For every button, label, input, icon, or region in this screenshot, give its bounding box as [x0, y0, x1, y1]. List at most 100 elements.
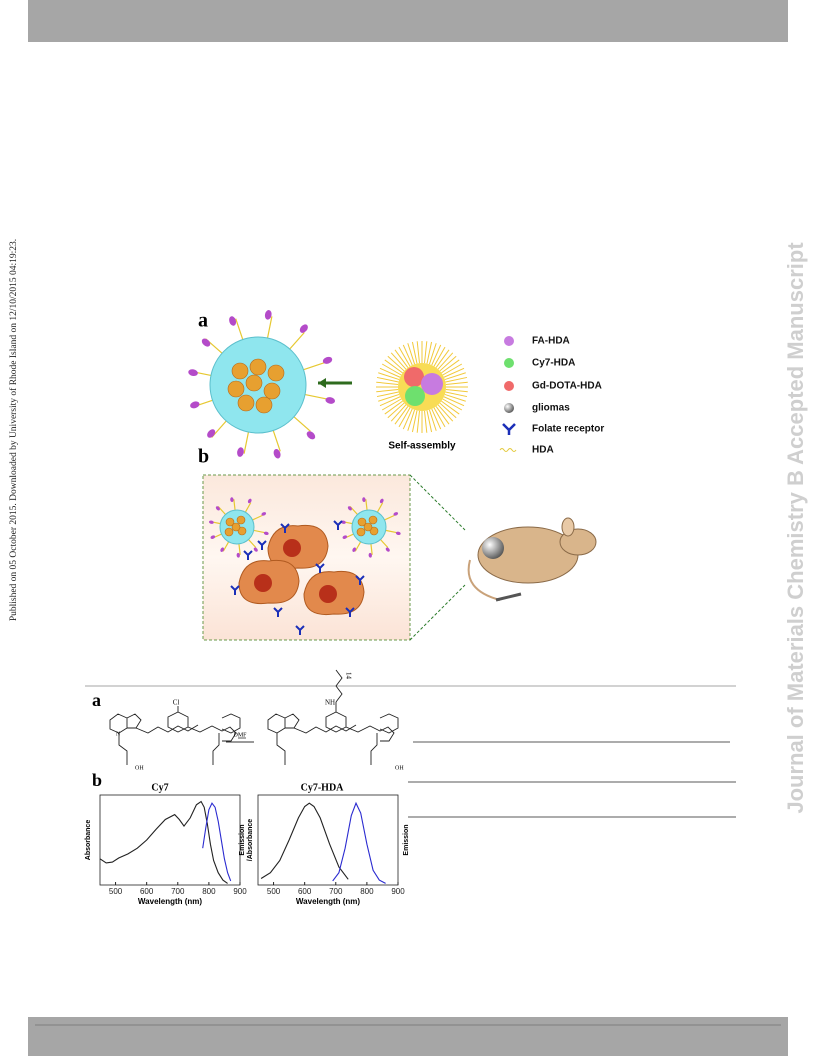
legend-label: Gd-DOTA-HDA: [532, 381, 602, 392]
folate: [322, 356, 333, 364]
x-tick-label: 500: [109, 887, 123, 896]
micelle: [231, 522, 241, 532]
micelle: [368, 515, 378, 525]
micelle: [263, 382, 281, 400]
hda-chain: [437, 352, 454, 370]
ligand: [244, 502, 252, 513]
nucleus: [319, 585, 337, 603]
hda-chain: [439, 355, 457, 372]
receptor: [230, 585, 240, 595]
y2-axis-label: Emission: [403, 824, 410, 855]
folate: [347, 506, 352, 511]
ligand: [303, 362, 325, 371]
ligand: [289, 332, 305, 350]
compound-name: Cy7: [151, 782, 168, 793]
ligand: [384, 514, 395, 521]
hda-chain: [441, 400, 460, 415]
receptor: [333, 520, 343, 530]
plot-frame: [99, 794, 241, 886]
ligand: [293, 416, 311, 432]
micelle: [369, 526, 379, 536]
ligand: [376, 502, 384, 513]
ligand: [252, 514, 263, 521]
x-tick-label: 900: [233, 887, 247, 896]
plot-frame: [257, 794, 399, 886]
atom-label: NH: [325, 699, 335, 707]
receptor: [295, 625, 305, 635]
caption: Self-assembly: [388, 441, 456, 452]
receptor: [315, 563, 325, 573]
ligand: [235, 318, 244, 340]
legend-marker: [504, 403, 514, 413]
hda-chain: [435, 349, 450, 368]
hda-chain: [444, 372, 466, 381]
micelle: [245, 374, 263, 392]
hda-chain: [402, 344, 413, 366]
legend-label: FA-HDA: [532, 336, 570, 347]
folate: [188, 369, 198, 377]
ligand: [354, 541, 362, 552]
micelle: [255, 396, 273, 414]
micelle: [227, 380, 245, 398]
spectrum-line: [332, 801, 386, 884]
shape: [208, 497, 401, 635]
x-tick-label: 700: [329, 887, 343, 896]
y-axis-label: Absorbance: [85, 820, 92, 861]
panel-label: b: [92, 770, 102, 790]
folate: [201, 338, 211, 347]
legend-label: Folate receptor: [532, 424, 604, 435]
legend-marker: [499, 448, 517, 452]
folate: [263, 531, 269, 536]
atom-label: OH: [395, 765, 404, 771]
folate: [306, 431, 316, 440]
legend-marker: [502, 423, 516, 435]
hda-chain: [376, 389, 399, 393]
folate: [299, 324, 308, 333]
atom-label: OH: [135, 765, 144, 771]
hda-chain: [387, 355, 405, 372]
sphere: [421, 373, 443, 395]
hda-chain: [416, 341, 420, 364]
micelle: [237, 526, 247, 536]
hda-chain: [390, 352, 407, 370]
folate: [393, 512, 399, 516]
legend-label: Cy7-HDA: [532, 358, 575, 369]
hda-chain: [407, 409, 416, 431]
x-axis-label: Wavelength (nm): [138, 897, 202, 906]
hda-chain: [442, 363, 463, 376]
micelle: [225, 517, 235, 527]
zoom-line: [409, 584, 466, 641]
hda-chain: [442, 398, 463, 411]
shape: [495, 592, 522, 602]
shape: [118, 733, 220, 765]
atom-label: N: [116, 731, 121, 737]
hda-chain: [443, 367, 465, 378]
footer-bar: [28, 1017, 788, 1056]
hda-chain: [431, 344, 442, 366]
hda-chain: [387, 402, 405, 419]
shape: [109, 713, 241, 742]
folate: [379, 498, 384, 504]
hda-chain: [424, 341, 428, 364]
header-bar: [28, 0, 788, 42]
ligand: [272, 430, 281, 452]
hda-chain: [426, 410, 433, 433]
x-tick-label: 600: [140, 887, 154, 896]
receptor: [273, 607, 283, 617]
panel-label: a: [198, 310, 208, 332]
folate: [352, 547, 357, 552]
hda-chain: [445, 381, 468, 385]
hda-chain: [424, 410, 428, 433]
hda-chain: [379, 367, 401, 378]
hda-chain: [384, 359, 403, 374]
folate: [325, 397, 336, 404]
x-tick-label: 800: [360, 887, 374, 896]
ligand: [304, 393, 327, 400]
folate: [362, 497, 366, 503]
receptor: [345, 607, 355, 617]
hda-chain: [428, 343, 437, 365]
x-tick-label: 600: [298, 887, 312, 896]
hda-chain: [376, 381, 399, 385]
ligand: [380, 539, 389, 549]
atom-label: Cl: [173, 699, 180, 707]
